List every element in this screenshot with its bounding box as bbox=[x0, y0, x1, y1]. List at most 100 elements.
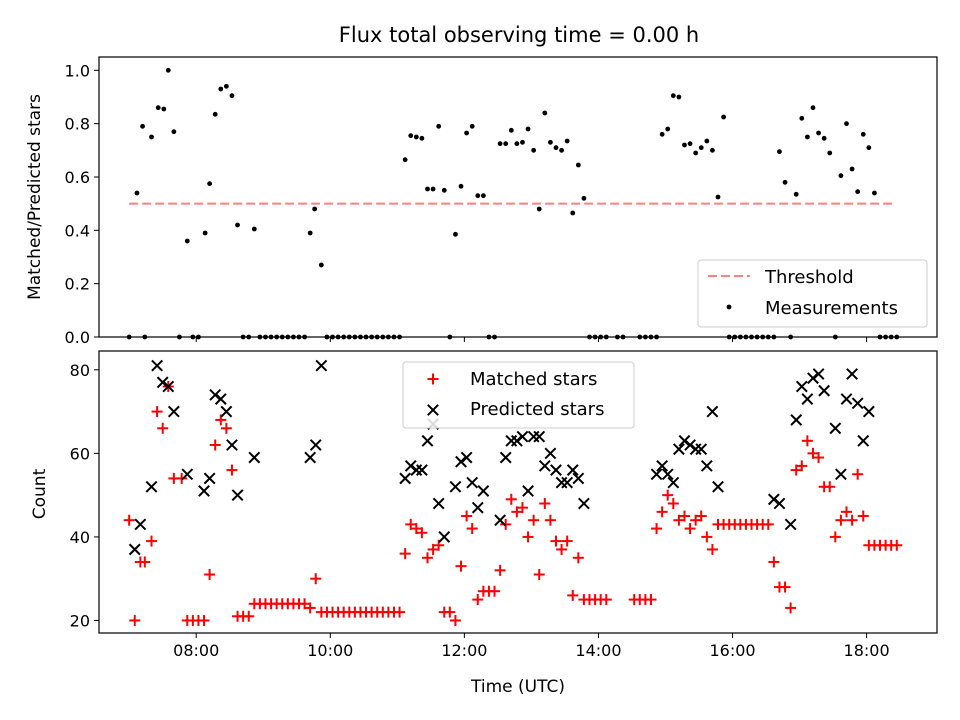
predicted-star-point bbox=[706, 405, 719, 418]
predicted-star-point bbox=[835, 468, 847, 481]
matched-star-point bbox=[151, 406, 163, 418]
matched-star-point bbox=[790, 464, 802, 476]
matched-star-point bbox=[528, 514, 540, 526]
predicted-star-point bbox=[840, 393, 853, 405]
count-y-tick-label: 80 bbox=[70, 361, 90, 380]
matched-star-point bbox=[472, 594, 484, 606]
measurement-point bbox=[548, 139, 553, 145]
measurement-point bbox=[480, 193, 486, 199]
matched-star-point bbox=[157, 422, 169, 434]
measurement-point bbox=[810, 105, 816, 111]
ratio-y-tick-label: 0.8 bbox=[65, 115, 90, 134]
predicted-star-point bbox=[650, 468, 663, 481]
matched-star-point bbox=[511, 506, 523, 518]
measurement-point bbox=[670, 93, 676, 99]
matched-star-point bbox=[516, 502, 528, 514]
predicted-star-point bbox=[572, 472, 585, 485]
matched-star-point bbox=[299, 598, 311, 610]
ratio-legend-box bbox=[697, 259, 928, 328]
predicted-star-point bbox=[700, 459, 713, 472]
measurement-point bbox=[793, 191, 799, 197]
legend-matched-swatch bbox=[427, 373, 439, 385]
matched-star-point bbox=[139, 556, 151, 568]
matched-star-point bbox=[829, 531, 841, 543]
matched-star-point bbox=[813, 452, 825, 464]
matched-star-point bbox=[461, 510, 473, 522]
matched-star-point bbox=[796, 460, 808, 472]
predicted-star-point bbox=[466, 476, 479, 489]
predicted-star-point bbox=[578, 497, 590, 510]
ratio-y-tick-label: 0.0 bbox=[65, 328, 90, 347]
legend-x-marker bbox=[427, 404, 439, 416]
measurement-point bbox=[525, 126, 531, 132]
predicted-star-point bbox=[695, 443, 708, 456]
matched-star-point bbox=[405, 518, 417, 530]
legend-matched-label: Matched stars bbox=[470, 369, 597, 390]
predicted-star-point bbox=[304, 451, 317, 464]
predicted-star-point bbox=[471, 501, 484, 514]
measurement-point bbox=[531, 147, 537, 153]
measurement-point bbox=[866, 145, 872, 151]
matched-star-point bbox=[801, 435, 813, 447]
measurement-point bbox=[777, 149, 782, 155]
measurement-point bbox=[464, 130, 470, 136]
measurement-point bbox=[223, 83, 229, 89]
matched-star-point bbox=[567, 589, 579, 601]
predicted-star-point bbox=[421, 434, 434, 447]
matched-star-point bbox=[550, 535, 562, 547]
measurement-point bbox=[165, 67, 171, 73]
legend-plus-marker bbox=[427, 373, 439, 385]
measurement-point bbox=[849, 166, 855, 172]
predicted-star-point bbox=[399, 472, 412, 485]
count-y-tick-label: 40 bbox=[70, 528, 90, 547]
measurement-point bbox=[436, 123, 442, 129]
predicted-star-point bbox=[162, 380, 175, 393]
predicted-star-point bbox=[672, 443, 685, 456]
measurement-point bbox=[682, 142, 687, 148]
predicted-star-point bbox=[561, 476, 574, 489]
measurement-point bbox=[676, 94, 682, 100]
ratio-axes-frame bbox=[98, 56, 938, 338]
predicted-star-point bbox=[477, 485, 490, 497]
count-y-tick-label: 60 bbox=[70, 444, 90, 463]
measurement-point bbox=[453, 231, 458, 237]
measurement-point bbox=[312, 206, 318, 212]
measurement-point bbox=[816, 130, 821, 136]
matched-star-point bbox=[561, 535, 573, 547]
ratio-y-tick-label: 0.6 bbox=[65, 168, 90, 187]
legend-measurements-label: Measurements bbox=[765, 298, 898, 319]
predicted-star-point bbox=[773, 497, 786, 510]
measurement-point bbox=[860, 131, 866, 137]
matched-star-point bbox=[556, 543, 568, 555]
count-y-ticks: 20 40 60 80 bbox=[70, 361, 99, 630]
matched-star-point bbox=[123, 514, 135, 526]
x-tick-label: 10:00 bbox=[307, 641, 353, 660]
measurement-point bbox=[318, 262, 324, 268]
matched-star-point bbox=[695, 510, 707, 522]
measurement-point bbox=[715, 194, 721, 200]
matched-star-point bbox=[891, 539, 903, 551]
measurement-point bbox=[838, 173, 844, 179]
measurement-point bbox=[693, 150, 699, 156]
matched-star-point bbox=[807, 447, 819, 459]
measurement-point bbox=[570, 210, 576, 216]
measurement-point bbox=[229, 93, 235, 99]
matched-star-point bbox=[824, 481, 836, 493]
predicted-star-point bbox=[226, 439, 238, 451]
predicted-star-point bbox=[214, 393, 227, 405]
predicted-star-point bbox=[857, 434, 870, 447]
predicted-star-point bbox=[522, 485, 534, 497]
measurement-point bbox=[872, 190, 877, 196]
measurement-point bbox=[469, 123, 475, 129]
predicted-star-point bbox=[862, 405, 875, 418]
matched-star-point bbox=[690, 514, 702, 526]
predicted-star-point bbox=[818, 384, 831, 397]
matched-star-point bbox=[539, 497, 551, 509]
measurement-point bbox=[514, 141, 520, 147]
predicted-star-point bbox=[550, 464, 562, 476]
matched-star-point bbox=[835, 514, 847, 526]
measurement-point bbox=[413, 134, 419, 140]
measurement-point bbox=[140, 123, 145, 129]
